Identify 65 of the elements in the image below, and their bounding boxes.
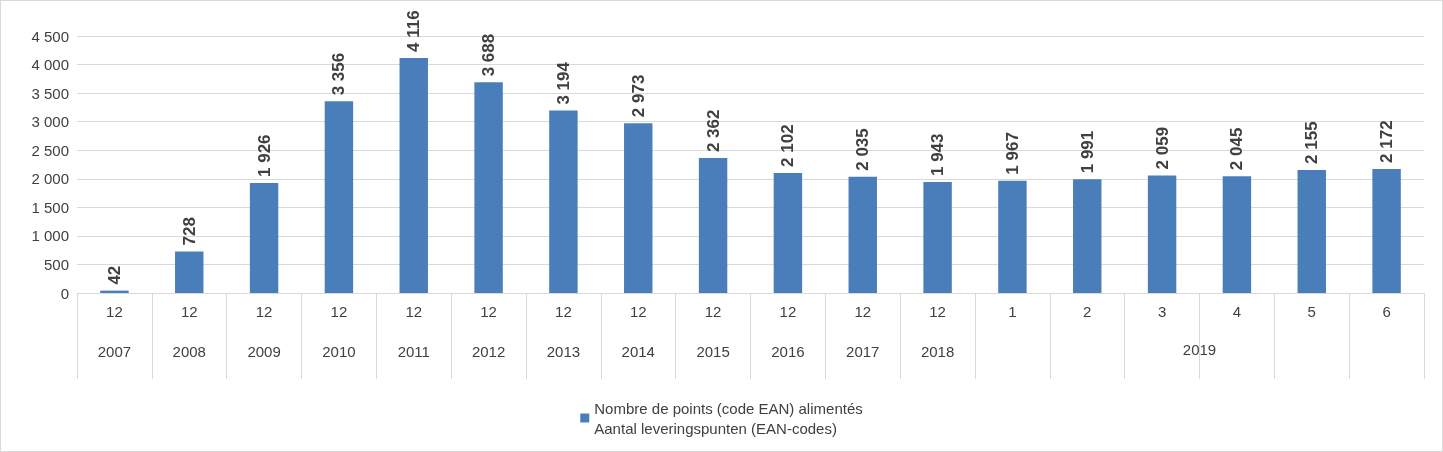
data-label: 2 172 (1377, 120, 1397, 163)
category-label: 12 2014 (621, 302, 655, 360)
category-label: 12 2015 (696, 302, 730, 360)
data-label: 2 973 (628, 74, 648, 118)
category-label: 12 2011 (397, 302, 430, 360)
bar (923, 182, 952, 293)
bar (773, 172, 803, 293)
y-tick-label: 1 000 (31, 227, 69, 245)
category-label: 12 2007 (97, 302, 132, 360)
data-label: 2 155 (1302, 121, 1322, 164)
bar (474, 82, 503, 293)
bar (175, 251, 204, 293)
bar (249, 183, 279, 293)
bar (1222, 176, 1252, 293)
y-tick-label: 0 (60, 284, 69, 302)
x-tick-label: 5 (1307, 302, 1316, 320)
y-tick-label: 4 000 (31, 56, 69, 74)
y-tick-label: 2 000 (31, 170, 69, 188)
bar (399, 57, 428, 293)
bar (324, 101, 354, 293)
data-label: 3 356 (329, 52, 349, 96)
data-label: 1 967 (1002, 132, 1022, 175)
x-tick-label: 6 (1382, 302, 1391, 320)
data-label: 728 (179, 217, 199, 246)
y-tick-label: 3 500 (31, 84, 69, 102)
data-label: 42 (104, 265, 124, 285)
data-label: 3 688 (479, 33, 499, 77)
category-label: 12 2010 (322, 302, 356, 360)
bar (848, 176, 877, 293)
data-label: 1 943 (928, 133, 948, 177)
category-label: 12 2012 (471, 302, 506, 360)
bar (998, 180, 1027, 293)
x-tick-label: 3 (1157, 302, 1167, 320)
data-label: 3 194 (553, 61, 573, 105)
category-label: 12 2009 (247, 302, 281, 360)
category-label: 12 2008 (172, 302, 206, 360)
data-label: 2 059 (1152, 126, 1172, 170)
x-tick-label: 4 (1232, 302, 1242, 320)
data-label: 2 362 (703, 109, 723, 153)
y-tick-label: 2 500 (31, 141, 69, 159)
bar (549, 110, 578, 293)
data-label: 2 035 (853, 128, 873, 171)
y-tick-label: 1 500 (31, 198, 69, 216)
category-label: 12 2016 (771, 302, 805, 360)
bar (1147, 175, 1177, 293)
category-label: 12 2017 (846, 302, 880, 360)
data-label: 2 102 (778, 124, 798, 167)
y-tick-label: 500 (43, 255, 69, 273)
legend-label: Nombre de points (code EAN) alimentés Aantal leveringspunten (EAN-codes) (594, 399, 863, 437)
bar (1073, 179, 1102, 293)
category-label: 12 2018 (920, 302, 955, 360)
data-label: 4 116 (404, 10, 424, 52)
data-label: 2 045 (1227, 127, 1247, 171)
bar (1372, 168, 1401, 293)
data-label: 1 991 (1077, 130, 1097, 174)
x-tick-label: 2 (1083, 302, 1092, 320)
x-tick-label: 1 (1008, 302, 1017, 320)
y-tick-label: 4 500 (31, 27, 69, 45)
y-tick-label: 3 000 (31, 113, 69, 131)
category-label: 12 2013 (546, 302, 581, 360)
text: 2019 (1182, 340, 1217, 358)
bar (698, 158, 728, 293)
bar (1297, 169, 1326, 293)
data-label: 1 926 (254, 134, 274, 177)
bar (624, 123, 653, 293)
